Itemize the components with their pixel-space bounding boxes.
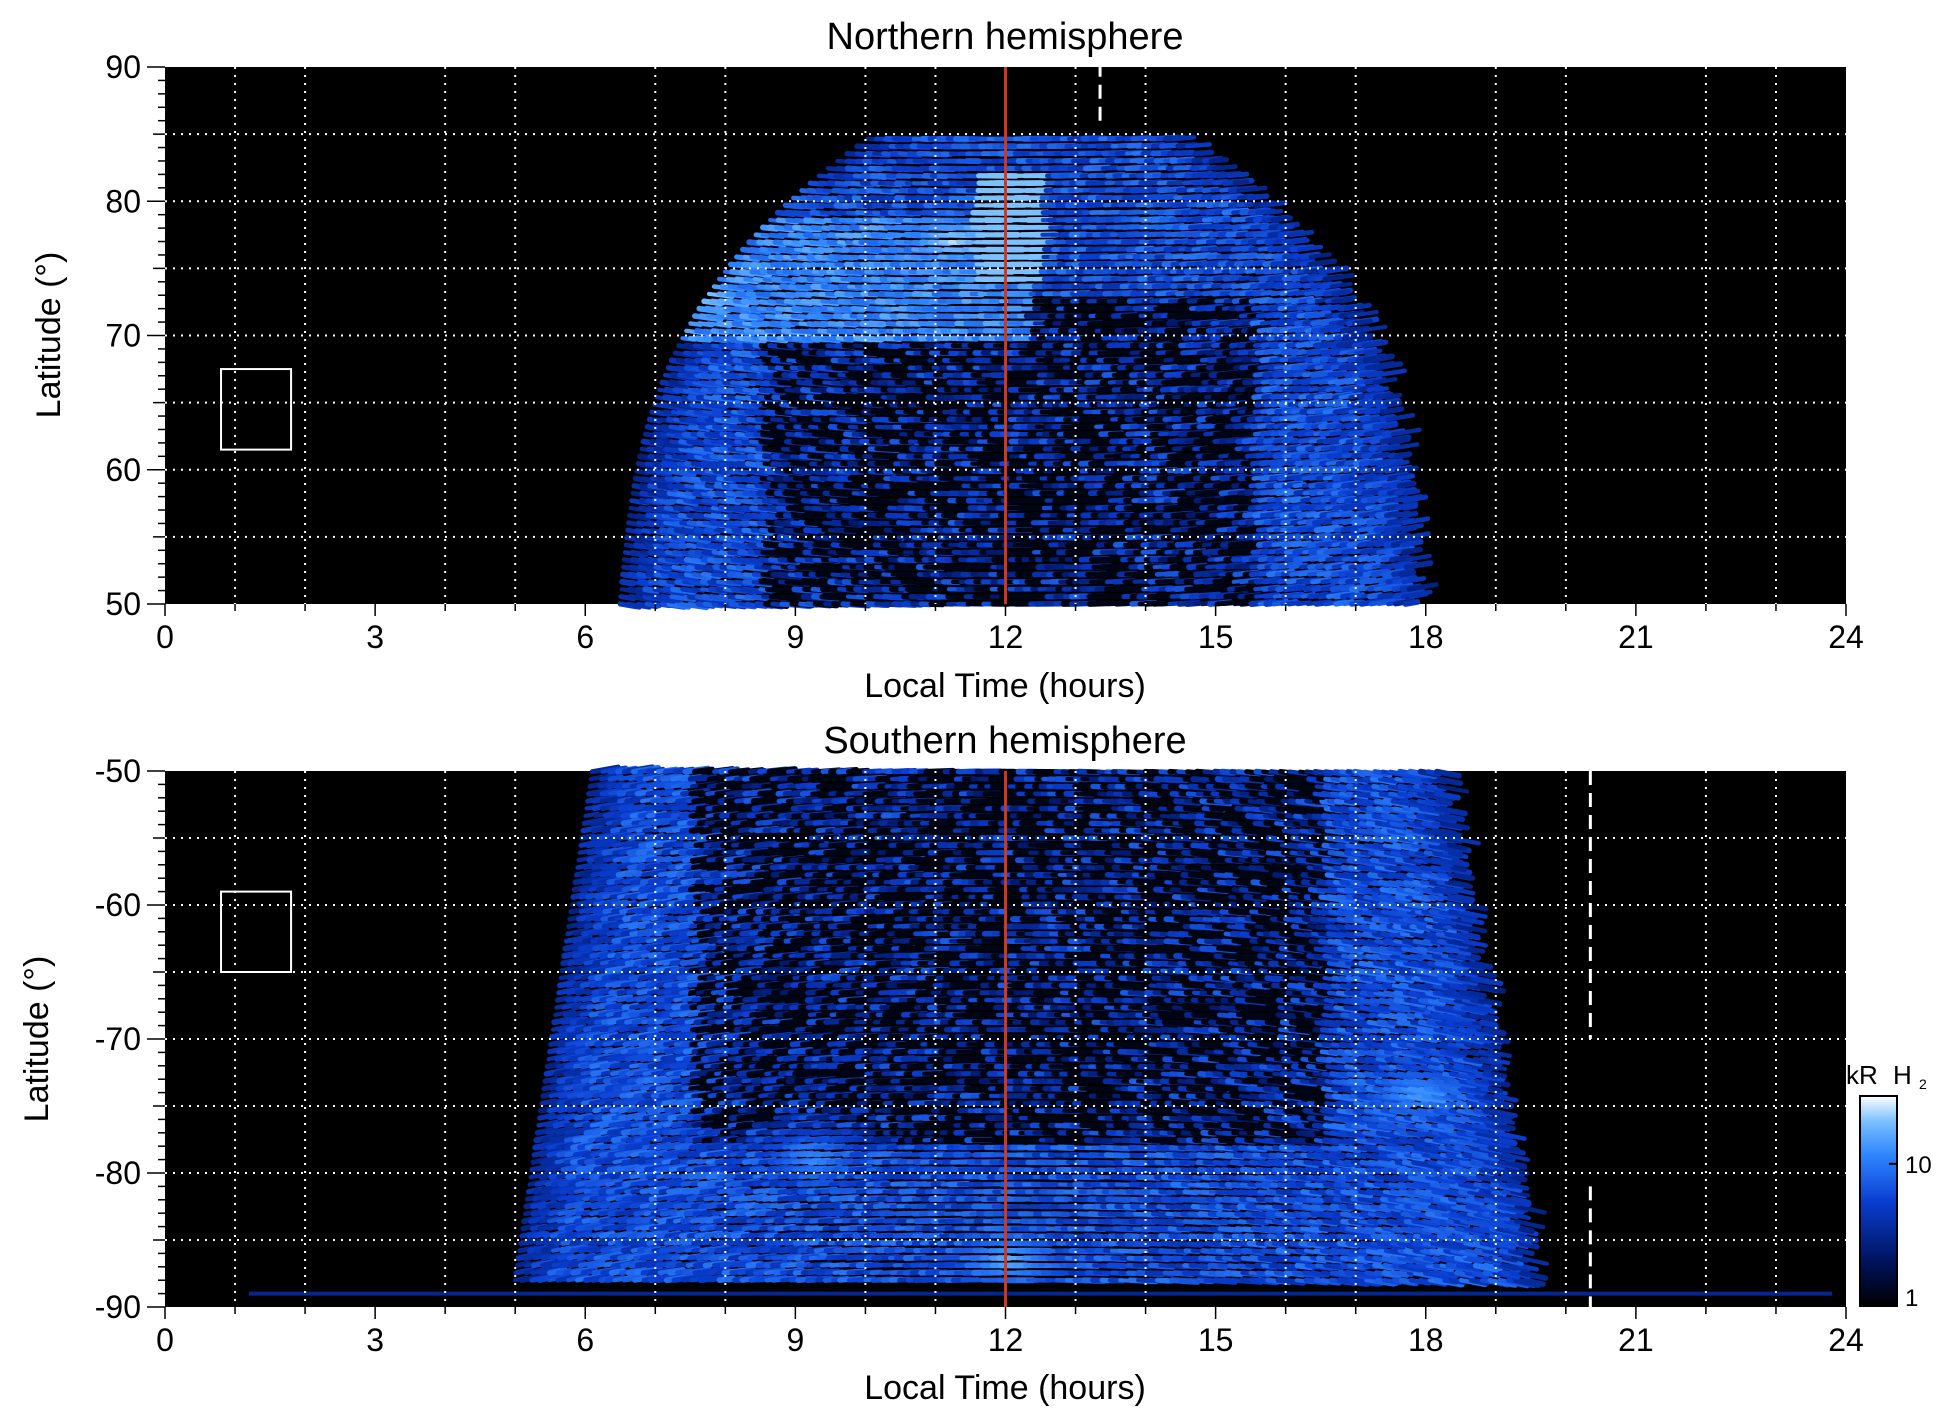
emission-streak xyxy=(1399,539,1424,548)
emission-streak xyxy=(1402,599,1421,607)
emission-streak xyxy=(1401,510,1419,519)
emission-streak xyxy=(1331,289,1351,297)
emission-streak xyxy=(1403,560,1434,570)
emission-streak xyxy=(1232,179,1250,186)
emission-streak xyxy=(1401,516,1431,526)
emission-streak xyxy=(1402,503,1418,511)
emission-streak xyxy=(1403,531,1431,540)
emission-streak xyxy=(1290,238,1310,245)
emission-streak xyxy=(1357,333,1374,342)
emission-streak xyxy=(1396,473,1416,481)
emission-streak xyxy=(1246,193,1270,201)
emission-streak xyxy=(1400,546,1423,556)
emission-streak xyxy=(1396,480,1417,489)
emission-streak xyxy=(1400,525,1418,533)
emission-streak xyxy=(1402,488,1421,496)
emission-streak xyxy=(1270,215,1294,223)
emission-streak xyxy=(1405,553,1432,562)
emission-streak xyxy=(1401,576,1427,585)
emission-streak xyxy=(1226,171,1250,179)
emission-streak xyxy=(1343,302,1372,312)
emission-streak xyxy=(1212,164,1238,171)
emission-streak xyxy=(1363,348,1383,356)
emission-streak xyxy=(1236,185,1268,193)
emission-streak xyxy=(1259,200,1288,208)
emission-streak xyxy=(1193,149,1215,157)
emission-streak xyxy=(1379,406,1405,415)
emission-streak xyxy=(1297,244,1324,252)
emission-streak xyxy=(1308,252,1332,260)
emission-streak xyxy=(1394,451,1413,460)
north-title: Northern hemisphere xyxy=(827,16,1184,58)
emission-streak xyxy=(1389,435,1412,445)
emission-streak xyxy=(1374,386,1389,392)
emission-streak xyxy=(1329,281,1353,289)
emission-streak xyxy=(1401,494,1429,504)
emission-streak xyxy=(1264,208,1284,215)
emission-streak xyxy=(1394,459,1410,466)
emission-streak xyxy=(1352,318,1373,326)
emission-streak xyxy=(1208,157,1230,164)
emission-streak xyxy=(1373,361,1404,371)
emission-streak xyxy=(1384,392,1403,400)
emission-streak xyxy=(1349,592,1366,600)
emission-streak xyxy=(1406,582,1439,592)
north-panel: Northern hemisphere 0 3 6 9 12 15 18 21 24 50607… xyxy=(30,16,1864,705)
emission-streak xyxy=(1361,339,1389,349)
emission-streak xyxy=(1382,422,1399,430)
emission-streak xyxy=(1287,229,1315,238)
emission-streak xyxy=(1371,356,1388,363)
emission-streak xyxy=(1338,297,1354,304)
emission-streak xyxy=(1307,258,1338,268)
emission-streak xyxy=(1398,569,1417,578)
emission-streak xyxy=(1408,591,1429,599)
